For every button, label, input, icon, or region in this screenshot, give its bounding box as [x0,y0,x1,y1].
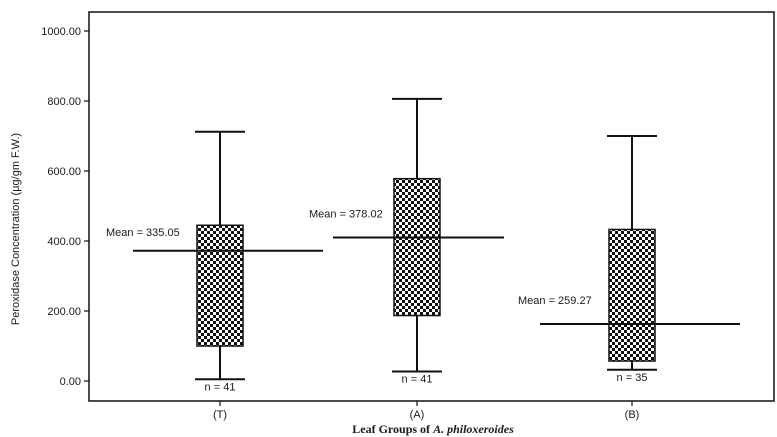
box-group: Mean = 259.27 n = 35 [518,135,740,384]
x-axis-title-prefix: Leaf Groups of [352,422,433,436]
y-tick-label: 1000.00 [41,26,81,38]
y-tick-label: 800.00 [47,96,81,108]
n-label: n = 41 [402,374,433,386]
box-group: Mean = 378.02 n = 41 [309,97,504,386]
mean-label: Mean = 259.27 [518,295,592,307]
mean-label: Mean = 378.02 [309,209,383,221]
n-label: n = 35 [617,372,648,384]
plot-area-frame [88,11,775,402]
y-tick-label: 200.00 [47,306,81,318]
x-axis-title-species: A. philoxeroides [432,422,514,436]
mean-label: Mean = 335.05 [106,227,180,239]
x-axis-title: Leaf Groups of A. philoxeroides [352,422,514,436]
x-tick-label: (B) [625,409,640,421]
x-axis: (T) (A) (B) [213,401,639,421]
y-tick-label: 600.00 [47,166,81,178]
iqr-box [608,228,656,362]
x-tick-label: (A) [410,409,425,421]
y-tick-label: 400.00 [47,236,81,248]
iqr-box [393,177,441,317]
x-tick-label: (T) [213,409,227,421]
y-tick-label: 0.00 [60,376,81,388]
iqr-box [196,224,244,347]
box-group: Mean = 335.05 n = 41 [106,130,323,393]
y-axis-title: Peroxidase Concentration (µg/gm F.W.) [10,133,22,325]
n-label: n = 41 [205,381,236,393]
y-axis: 0.00 200.00 400.00 600.00 800.00 1000.00 [41,26,89,388]
